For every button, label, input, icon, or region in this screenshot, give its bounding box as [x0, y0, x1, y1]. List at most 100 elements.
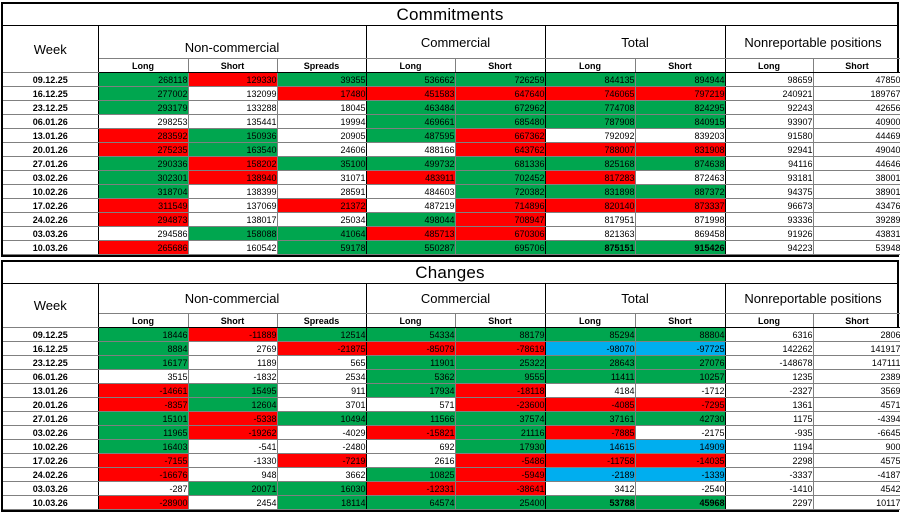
- week-cell: 06.01.26: [3, 114, 99, 129]
- value-cell: 141917: [813, 341, 900, 356]
- value-cell: 12604: [188, 397, 278, 412]
- value-cell: 43831: [813, 226, 900, 241]
- value-cell: 2297: [725, 495, 814, 510]
- value-cell: 59178: [277, 240, 367, 255]
- value-cell: 31071: [277, 170, 367, 185]
- value-cell: -5949: [455, 467, 546, 482]
- value-cell: 571: [366, 397, 456, 412]
- table-row: 13.01.26 283592 150936 20905 487595 667362 792…: [3, 128, 900, 143]
- value-cell: 25322: [455, 355, 546, 370]
- value-cell: -7155: [98, 453, 189, 468]
- column-header-long: Long: [545, 58, 636, 73]
- table-row: 10.03.26 265686 160542 59178 550287 695706 875…: [3, 240, 900, 255]
- value-cell: -148678: [725, 355, 814, 370]
- value-cell: 900: [813, 439, 900, 454]
- value-cell: 774708: [545, 100, 636, 115]
- value-cell: -38641: [455, 481, 546, 496]
- value-cell: 53948: [813, 240, 900, 255]
- value-cell: 484603: [366, 184, 456, 199]
- week-cell: 10.02.26: [3, 439, 99, 454]
- value-cell: 240921: [725, 86, 814, 101]
- week-cell: 23.12.25: [3, 355, 99, 370]
- value-cell: 294586: [98, 226, 189, 241]
- value-cell: 11901: [366, 355, 456, 370]
- value-cell: 16177: [98, 355, 189, 370]
- value-cell: 43476: [813, 198, 900, 213]
- group-header-nonreportable-positions: Nonreportable positions: [725, 284, 900, 314]
- value-cell: 138940: [188, 170, 278, 185]
- value-cell: 45968: [635, 495, 726, 510]
- table-row: 03.03.26 -287 20071 16030 -12331 -38641 3412 -2…: [3, 481, 900, 496]
- value-cell: 3569: [813, 383, 900, 398]
- value-cell: 487595: [366, 128, 456, 143]
- value-cell: 93907: [725, 114, 814, 129]
- value-cell: -15821: [366, 425, 456, 440]
- value-cell: -7885: [545, 425, 636, 440]
- value-cell: 536662: [366, 72, 456, 87]
- value-cell: 887372: [635, 184, 726, 199]
- value-cell: 9555: [455, 369, 546, 384]
- value-cell: -2540: [635, 481, 726, 496]
- table-row: 13.01.26 -14661 15495 911 17934 -18118 4184 -17…: [3, 383, 900, 398]
- table-row: 10.02.26 318704 138399 28591 484603 720382 831…: [3, 184, 900, 199]
- column-header-long: Long: [366, 58, 456, 73]
- value-cell: 38001: [813, 170, 900, 185]
- value-cell: 25034: [277, 212, 367, 227]
- value-cell: -7219: [277, 453, 367, 468]
- value-cell: 702452: [455, 170, 546, 185]
- value-cell: -85079: [366, 341, 456, 356]
- value-cell: 12514: [277, 327, 367, 342]
- table-row: 03.03.26 294586 158088 41064 485713 670306 821…: [3, 226, 900, 241]
- table-row: 27.01.26 290336 158202 35100 499732 681336 825…: [3, 156, 900, 171]
- value-cell: 720382: [455, 184, 546, 199]
- week-cell: 24.02.26: [3, 467, 99, 482]
- column-header-short: Short: [635, 58, 726, 73]
- changes-grid: Week Non-commercial Commercial Total Nonrepo…: [3, 284, 900, 510]
- table-row: 24.02.26 294873 138017 25034 498044 708947 817…: [3, 212, 900, 227]
- value-cell: 42656: [813, 100, 900, 115]
- value-cell: 135441: [188, 114, 278, 129]
- value-cell: 915426: [635, 240, 726, 255]
- column-header-long: Long: [366, 313, 456, 328]
- value-cell: 142262: [725, 341, 814, 356]
- value-cell: -14661: [98, 383, 189, 398]
- value-cell: 797219: [635, 86, 726, 101]
- value-cell: -2480: [277, 439, 367, 454]
- value-cell: 64574: [366, 495, 456, 510]
- value-cell: 138017: [188, 212, 278, 227]
- value-cell: 40900: [813, 114, 900, 129]
- value-cell: 4571: [813, 397, 900, 412]
- value-cell: 27076: [635, 355, 726, 370]
- week-cell: 17.02.26: [3, 453, 99, 468]
- value-cell: 726259: [455, 72, 546, 87]
- value-cell: 483911: [366, 170, 456, 185]
- week-cell: 10.02.26: [3, 184, 99, 199]
- value-cell: 91580: [725, 128, 814, 143]
- group-header-total: Total: [545, 284, 726, 314]
- table-row: 06.01.26 298253 135441 19994 469661 685480 787…: [3, 114, 900, 129]
- value-cell: -7295: [635, 397, 726, 412]
- value-cell: 2616: [366, 453, 456, 468]
- column-header-short: Short: [455, 313, 546, 328]
- value-cell: -19262: [188, 425, 278, 440]
- value-cell: 685480: [455, 114, 546, 129]
- value-cell: 831898: [545, 184, 636, 199]
- value-cell: 98659: [725, 72, 814, 87]
- value-cell: 14615: [545, 439, 636, 454]
- value-cell: 820140: [545, 198, 636, 213]
- value-cell: 869458: [635, 226, 726, 241]
- value-cell: 839203: [635, 128, 726, 143]
- value-cell: 8884: [98, 341, 189, 356]
- value-cell: 692: [366, 439, 456, 454]
- column-header-short: Short: [635, 313, 726, 328]
- week-cell: 20.01.26: [3, 142, 99, 157]
- value-cell: 277002: [98, 86, 189, 101]
- table-row: 09.12.25 268118 129330 39355 536662 726259 844…: [3, 72, 900, 87]
- value-cell: 746065: [545, 86, 636, 101]
- value-cell: 2806: [813, 327, 900, 342]
- value-cell: 283592: [98, 128, 189, 143]
- value-cell: -18118: [455, 383, 546, 398]
- value-cell: -98070: [545, 341, 636, 356]
- value-cell: 94223: [725, 240, 814, 255]
- value-cell: -2175: [635, 425, 726, 440]
